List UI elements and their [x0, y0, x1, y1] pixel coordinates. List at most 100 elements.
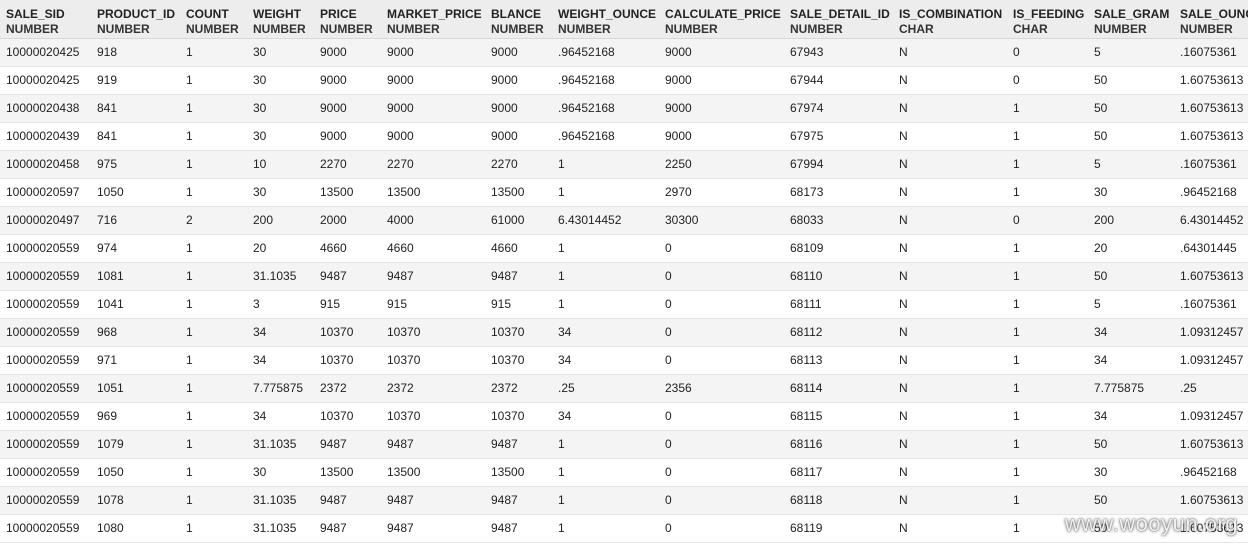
- table-cell[interactable]: 34: [1088, 318, 1174, 347]
- table-cell[interactable]: 1: [1007, 290, 1088, 319]
- table-cell[interactable]: 9000: [485, 38, 552, 67]
- column-header[interactable]: MARKET_PRICE NUMBER: [381, 0, 485, 39]
- table-cell[interactable]: 9487: [485, 486, 552, 515]
- table-cell[interactable]: 9000: [314, 38, 381, 67]
- table-cell[interactable]: 34: [247, 318, 314, 347]
- table-cell[interactable]: 1.60753613: [1174, 122, 1248, 151]
- table-cell[interactable]: 68118: [784, 486, 893, 515]
- table-cell[interactable]: 9487: [381, 486, 485, 515]
- table-cell[interactable]: 1: [1007, 486, 1088, 515]
- table-cell[interactable]: 50: [1088, 514, 1174, 543]
- table-cell[interactable]: 67974: [784, 94, 893, 123]
- table-cell[interactable]: 0: [659, 458, 784, 487]
- table-cell[interactable]: 0: [659, 402, 784, 431]
- table-cell[interactable]: 2356: [659, 374, 784, 403]
- table-cell[interactable]: 2270: [314, 150, 381, 179]
- table-cell[interactable]: 7.775875: [1088, 374, 1174, 403]
- table-cell[interactable]: 2372: [485, 374, 552, 403]
- table-cell[interactable]: 9000: [485, 122, 552, 151]
- table-cell[interactable]: 20: [1088, 234, 1174, 263]
- table-cell[interactable]: .64301445: [1174, 234, 1248, 263]
- table-cell[interactable]: 31.1035: [247, 486, 314, 515]
- table-cell[interactable]: 68119: [784, 514, 893, 543]
- table-cell[interactable]: 1: [180, 374, 247, 403]
- table-cell[interactable]: 2270: [485, 150, 552, 179]
- table-cell[interactable]: 7.775875: [247, 374, 314, 403]
- table-cell[interactable]: 68033: [784, 206, 893, 235]
- table-cell[interactable]: 200: [247, 206, 314, 235]
- table-cell[interactable]: 6.43014452: [552, 206, 659, 235]
- table-cell[interactable]: 0: [659, 262, 784, 291]
- column-header[interactable]: SALE_SID NUMBER: [0, 0, 91, 39]
- table-cell[interactable]: 1: [180, 94, 247, 123]
- table-cell[interactable]: 1: [552, 458, 659, 487]
- table-cell[interactable]: 2372: [381, 374, 485, 403]
- table-cell[interactable]: .16075361: [1174, 290, 1248, 319]
- table-cell[interactable]: N: [893, 318, 1007, 347]
- table-row[interactable]: 10000020559 968 1 34 10370 10370 10370 34 0 68112…: [0, 318, 1248, 347]
- table-cell[interactable]: 67943: [784, 38, 893, 67]
- table-cell[interactable]: 4000: [381, 206, 485, 235]
- table-cell[interactable]: .96452168: [1174, 178, 1248, 207]
- table-cell[interactable]: 971: [91, 346, 180, 375]
- column-header[interactable]: BLANCE NUMBER: [485, 0, 552, 39]
- table-cell[interactable]: 1: [1007, 234, 1088, 263]
- column-header[interactable]: CALCULATE_PRICE NUMBER: [659, 0, 784, 39]
- table-row[interactable]: 10000020559 969 1 34 10370 10370 10370 34 0 68115…: [0, 402, 1248, 431]
- table-cell[interactable]: .96452168: [552, 38, 659, 67]
- table-cell[interactable]: N: [893, 38, 1007, 67]
- table-cell[interactable]: 1: [1007, 150, 1088, 179]
- table-cell[interactable]: 1.09312457: [1174, 402, 1248, 431]
- table-cell[interactable]: 50: [1088, 66, 1174, 95]
- table-cell[interactable]: 1.60753613: [1174, 430, 1248, 459]
- table-cell[interactable]: 919: [91, 66, 180, 95]
- table-row[interactable]: 10000020559 1051 1 7.775875 2372 2372 2372.25 2…: [0, 374, 1248, 403]
- table-cell[interactable]: 30300: [659, 206, 784, 235]
- table-cell[interactable]: 10370: [381, 318, 485, 347]
- table-cell[interactable]: 1: [552, 290, 659, 319]
- column-header[interactable]: COUNT NUMBER: [180, 0, 247, 39]
- table-cell[interactable]: 34: [247, 346, 314, 375]
- table-cell[interactable]: 1.60753613: [1174, 486, 1248, 515]
- table-cell[interactable]: .96452168: [552, 122, 659, 151]
- table-cell[interactable]: 0: [659, 486, 784, 515]
- table-cell[interactable]: .16075361: [1174, 150, 1248, 179]
- table-cell[interactable]: 6.43014452: [1174, 206, 1248, 235]
- table-cell[interactable]: 68115: [784, 402, 893, 431]
- table-cell[interactable]: 9000: [381, 122, 485, 151]
- table-cell[interactable]: 1: [1007, 262, 1088, 291]
- table-cell[interactable]: 9000: [314, 66, 381, 95]
- table-cell[interactable]: 2970: [659, 178, 784, 207]
- table-cell[interactable]: 2250: [659, 150, 784, 179]
- table-cell[interactable]: N: [893, 94, 1007, 123]
- table-cell[interactable]: 2000: [314, 206, 381, 235]
- table-cell[interactable]: 10370: [485, 318, 552, 347]
- table-cell[interactable]: 1051: [91, 374, 180, 403]
- table-cell[interactable]: 10000020438: [0, 94, 91, 123]
- table-cell[interactable]: 9000: [485, 66, 552, 95]
- table-cell[interactable]: 9487: [314, 430, 381, 459]
- table-cell[interactable]: 10000020559: [0, 430, 91, 459]
- table-cell[interactable]: 68111: [784, 290, 893, 319]
- table-cell[interactable]: 50: [1088, 486, 1174, 515]
- table-cell[interactable]: 13500: [381, 178, 485, 207]
- table-row[interactable]: 10000020559 1078 1 31.1035 9487 9487 9487 1 0 681…: [0, 486, 1248, 515]
- table-cell[interactable]: N: [893, 486, 1007, 515]
- table-cell[interactable]: 10: [247, 150, 314, 179]
- table-cell[interactable]: .25: [1174, 374, 1248, 403]
- table-cell[interactable]: 10000020559: [0, 402, 91, 431]
- table-cell[interactable]: 0: [659, 346, 784, 375]
- table-row[interactable]: 10000020439 841 1 30 9000 9000 9000.96452168 90…: [0, 122, 1248, 151]
- table-cell[interactable]: 1050: [91, 178, 180, 207]
- table-cell[interactable]: 67975: [784, 122, 893, 151]
- column-header[interactable]: SALE_DETAIL_ID NUMBER: [784, 0, 893, 39]
- table-cell[interactable]: 1: [180, 514, 247, 543]
- table-cell[interactable]: 1: [1007, 94, 1088, 123]
- table-cell[interactable]: 1: [1007, 346, 1088, 375]
- table-cell[interactable]: 34: [552, 402, 659, 431]
- table-cell[interactable]: 0: [659, 290, 784, 319]
- table-cell[interactable]: 9000: [381, 38, 485, 67]
- table-cell[interactable]: 200: [1088, 206, 1174, 235]
- table-cell[interactable]: 9487: [485, 262, 552, 291]
